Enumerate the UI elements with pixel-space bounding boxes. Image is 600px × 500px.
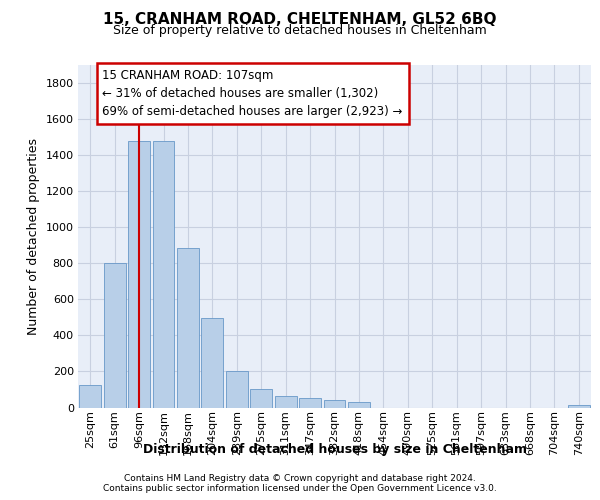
Text: Contains public sector information licensed under the Open Government Licence v3: Contains public sector information licen… (103, 484, 497, 493)
Text: Contains HM Land Registry data © Crown copyright and database right 2024.: Contains HM Land Registry data © Crown c… (124, 474, 476, 483)
Bar (348, 402, 370, 407)
Bar (128, 140, 150, 407)
Bar (202, 318, 223, 408)
Text: Distribution of detached houses by size in Cheltenham: Distribution of detached houses by size … (143, 442, 527, 456)
Bar (104, 264, 125, 408)
Text: 15, CRANHAM ROAD, CHELTENHAM, GL52 6BQ: 15, CRANHAM ROAD, CHELTENHAM, GL52 6BQ (103, 12, 497, 28)
Bar (177, 248, 199, 408)
Y-axis label: Number of detached properties: Number of detached properties (27, 138, 40, 335)
Bar (568, 405, 590, 407)
Bar (79, 385, 101, 407)
Bar (250, 388, 272, 407)
Text: Size of property relative to detached houses in Cheltenham: Size of property relative to detached ho… (113, 24, 487, 37)
Bar (299, 398, 321, 407)
Bar (226, 370, 248, 408)
Bar (323, 400, 346, 407)
Text: 15 CRANHAM ROAD: 107sqm
← 31% of detached houses are smaller (1,302)
69% of semi: 15 CRANHAM ROAD: 107sqm ← 31% of detache… (103, 68, 403, 117)
Bar (152, 140, 175, 407)
Bar (275, 396, 296, 407)
